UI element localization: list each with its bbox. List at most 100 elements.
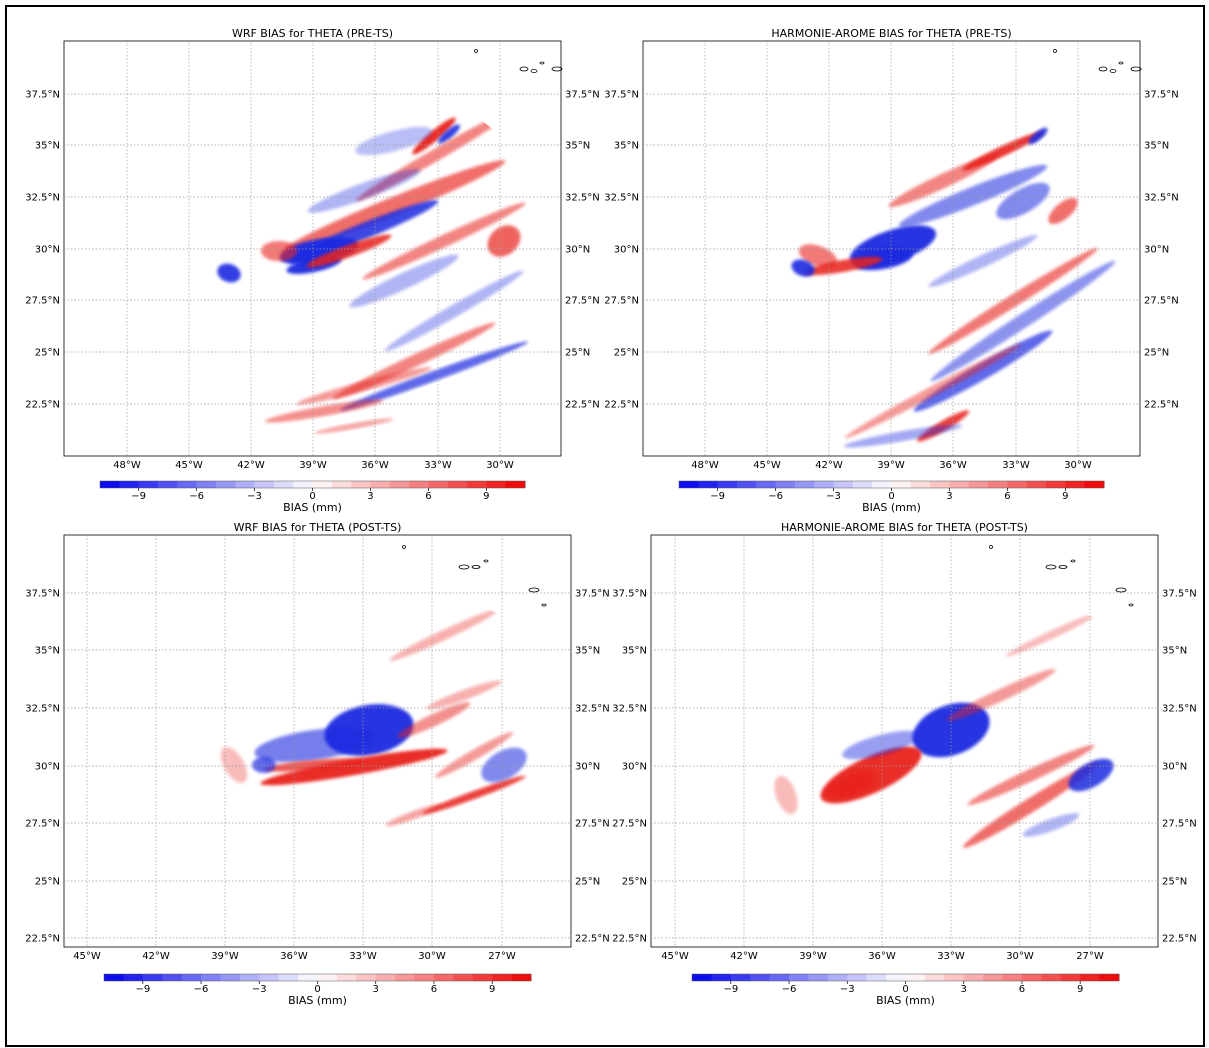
colorbar-swatch bbox=[1080, 974, 1101, 981]
colorbar-swatch bbox=[1084, 481, 1105, 488]
colorbar-tick-label: 9 bbox=[1077, 984, 1083, 995]
lon-label: 36°W bbox=[361, 460, 389, 471]
colorbar-tick-label: 3 bbox=[367, 491, 373, 502]
coastline bbox=[1070, 559, 1076, 563]
colorbar-swatch bbox=[814, 481, 835, 488]
lon-label: 48°W bbox=[113, 460, 141, 471]
colorbar-swatch bbox=[692, 974, 712, 981]
panel-title: HARMONIE-AROME BIAS for THETA (POST-TS) bbox=[781, 521, 1028, 534]
lat-label-left: 35°N bbox=[35, 141, 60, 152]
lat-label-left: 27.5°N bbox=[612, 819, 647, 830]
colorbar-swatch bbox=[370, 481, 391, 488]
panel-title: WRF BIAS for THETA (PRE-TS) bbox=[232, 27, 393, 40]
lon-label: 30°W bbox=[486, 460, 514, 471]
colorbar-tick-label: 0 bbox=[888, 491, 894, 502]
graticule bbox=[64, 41, 561, 456]
colorbar-swatch bbox=[181, 974, 202, 981]
coastline bbox=[1058, 565, 1068, 569]
coastline bbox=[1115, 587, 1127, 593]
lon-label: 33°W bbox=[1002, 460, 1030, 471]
lat-label-left: 37.5°N bbox=[25, 90, 60, 101]
colorbar-swatch bbox=[769, 974, 790, 981]
colorbar-tick-label: 3 bbox=[373, 984, 379, 995]
bias-anomaly bbox=[791, 259, 815, 277]
colorbar-tick-label: −9 bbox=[131, 491, 146, 502]
lat-label-right: 32.5°N bbox=[565, 193, 600, 204]
lon-label: 36°W bbox=[868, 951, 896, 962]
colorbar-swatch bbox=[220, 974, 241, 981]
colorbar-swatch bbox=[331, 481, 352, 488]
bias-anomaly bbox=[340, 341, 528, 411]
coastline bbox=[1045, 564, 1057, 570]
colorbar-swatch bbox=[472, 974, 493, 981]
colorbar-swatch bbox=[235, 481, 256, 488]
lat-label-right: 22.5°N bbox=[575, 934, 610, 945]
lat-label-left: 35°N bbox=[622, 646, 647, 657]
lat-label-left: 32.5°N bbox=[612, 704, 647, 715]
colorbar-tick-label: −6 bbox=[189, 491, 204, 502]
colorbar-swatch bbox=[866, 974, 887, 981]
lat-label-right: 22.5°N bbox=[1144, 400, 1179, 411]
colorbar-swatch bbox=[157, 481, 178, 488]
lon-label: 42°W bbox=[730, 951, 758, 962]
coastline bbox=[1128, 603, 1134, 607]
graticule bbox=[64, 535, 571, 947]
colorbar-swatch bbox=[968, 481, 989, 488]
lat-label-left: 30°N bbox=[35, 762, 60, 773]
bias-anomaly bbox=[306, 234, 392, 268]
colorbar-swatch bbox=[988, 481, 1008, 488]
lat-label-right: 25°N bbox=[1162, 877, 1187, 888]
colorbar-swatch bbox=[698, 481, 719, 488]
bias-anomaly bbox=[384, 270, 524, 352]
bias-anomaly bbox=[437, 124, 461, 144]
colorbar-tick-label: 9 bbox=[489, 984, 495, 995]
coastline bbox=[989, 545, 993, 549]
lon-label: 30°W bbox=[418, 951, 446, 962]
lon-label: 39°W bbox=[211, 951, 239, 962]
bias-anomaly bbox=[264, 399, 384, 423]
bias-anomaly bbox=[1022, 813, 1080, 837]
lat-label-left: 32.5°N bbox=[25, 704, 60, 715]
lat-label-right: 25°N bbox=[1144, 348, 1169, 359]
lon-label: 33°W bbox=[937, 951, 965, 962]
colorbar-tick-label: 3 bbox=[946, 491, 952, 502]
bias-anomaly bbox=[349, 254, 459, 308]
colorbar-swatch bbox=[389, 481, 410, 488]
colorbar-swatch bbox=[505, 481, 526, 488]
colorbar-swatch bbox=[891, 481, 912, 488]
colorbar-swatch bbox=[293, 481, 313, 488]
graticule bbox=[643, 41, 1140, 456]
bias-anomaly bbox=[264, 758, 364, 772]
coastline bbox=[551, 66, 563, 72]
bias-anomaly bbox=[928, 247, 1098, 355]
bias-anomaly bbox=[434, 732, 514, 778]
colorbar-swatch bbox=[409, 481, 429, 488]
lat-label-left: 27.5°N bbox=[25, 819, 60, 830]
colorbar-tick-label: −3 bbox=[826, 491, 841, 502]
bias-anomaly bbox=[296, 367, 432, 405]
bias-anomaly bbox=[1028, 127, 1048, 145]
colorbar-swatch bbox=[1099, 974, 1120, 981]
coastline bbox=[1118, 61, 1124, 65]
colorbar-swatch bbox=[511, 974, 532, 981]
lat-label-right: 27.5°N bbox=[1162, 819, 1197, 830]
lat-label-right: 30°N bbox=[1162, 762, 1187, 773]
bias-anomaly bbox=[1068, 758, 1114, 792]
lon-label: 27°W bbox=[488, 951, 516, 962]
colorbar-swatch bbox=[1002, 974, 1023, 981]
lon-label: 42°W bbox=[815, 460, 843, 471]
lat-label-left: 32.5°N bbox=[604, 193, 639, 204]
bias-anomaly bbox=[844, 343, 1022, 439]
colorbar: −9 −6 −3 0 3 6 9 BIAS (mm) bbox=[103, 973, 532, 1007]
lat-label-left: 30°N bbox=[622, 762, 647, 773]
colorbar: −9 −6 −3 0 3 6 9 BIAS (mm) bbox=[678, 480, 1105, 514]
bias-anomaly bbox=[254, 727, 374, 763]
coastline bbox=[530, 69, 538, 73]
colorbar-swatch bbox=[983, 974, 1004, 981]
bias-anomaly bbox=[898, 164, 1048, 228]
colorbar-tick-label: 9 bbox=[1062, 491, 1068, 502]
lon-label: 27°W bbox=[1076, 951, 1104, 962]
bias-anomaly bbox=[314, 418, 394, 434]
bias-anomaly bbox=[774, 775, 798, 815]
bias-anomaly bbox=[928, 235, 1038, 287]
